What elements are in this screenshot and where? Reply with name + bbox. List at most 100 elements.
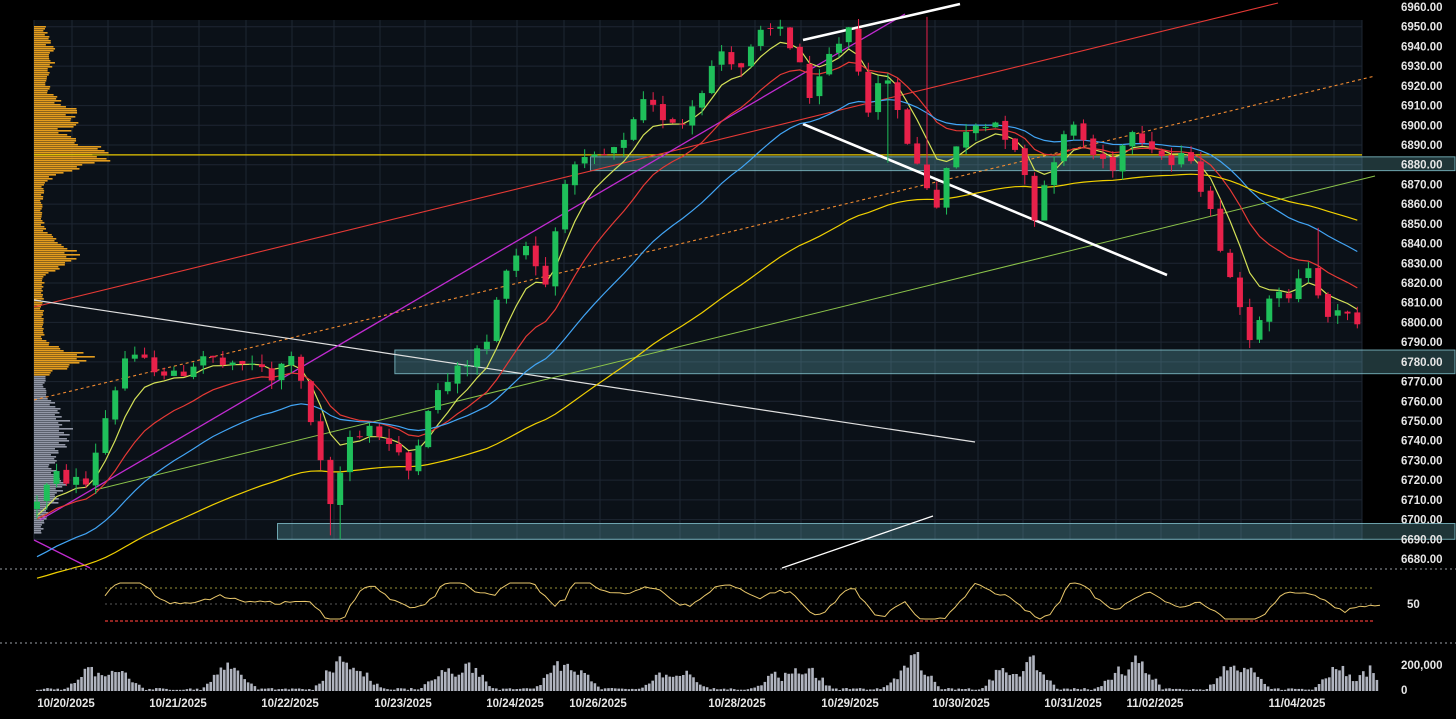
volume-profile-bar xyxy=(34,522,45,524)
volume-bar xyxy=(1195,689,1198,691)
volume-profile-bar xyxy=(34,252,65,254)
volume-bar xyxy=(671,676,675,691)
volume-bar xyxy=(430,680,433,691)
volume-bar xyxy=(882,687,886,691)
volume-profile-bar xyxy=(34,80,47,82)
volume-bar xyxy=(1304,689,1307,691)
volume-bar xyxy=(83,668,87,691)
volume-bar xyxy=(63,688,66,691)
volume-profile-bar xyxy=(34,36,50,38)
price-tick-label: 6840.00 xyxy=(1401,239,1443,251)
price-tick-label: 6720.00 xyxy=(1401,475,1443,487)
volume-profile-bar xyxy=(34,190,45,192)
volume-profile-bar xyxy=(34,226,45,228)
volume-bar xyxy=(335,661,338,691)
volume-bar xyxy=(178,689,182,691)
volume-bar xyxy=(362,676,365,691)
volume-profile-bar xyxy=(34,464,50,466)
candle-body xyxy=(1354,312,1361,325)
volume-bar xyxy=(1103,680,1107,691)
price-tick-label: 6860.00 xyxy=(1401,199,1443,211)
rsi-panel xyxy=(0,568,1456,644)
volume-bar xyxy=(1154,678,1158,691)
volume-profile-bar xyxy=(34,386,44,388)
volume-bar xyxy=(355,670,359,691)
volume-bar xyxy=(328,671,331,691)
candle-body xyxy=(611,147,618,154)
volume-profile-bar xyxy=(34,276,44,278)
volume-profile-bar xyxy=(34,334,45,336)
volume-bar xyxy=(971,689,974,691)
volume-profile-bar xyxy=(34,436,60,438)
volume-bar xyxy=(1317,684,1321,691)
volume-bar xyxy=(780,680,784,691)
candle-body xyxy=(1002,120,1009,140)
volume-bar xyxy=(539,685,542,691)
volume-profile-bar xyxy=(34,378,46,380)
volume-bar xyxy=(1256,676,1260,691)
volume-profile-bar xyxy=(34,222,45,224)
volume-bar xyxy=(1022,671,1025,691)
candle-body xyxy=(346,436,353,473)
volume-bar xyxy=(685,670,688,691)
volume-profile-bar xyxy=(34,450,59,452)
volume-bar xyxy=(423,684,427,691)
volume-bar xyxy=(1137,663,1141,691)
trendline-white-small xyxy=(781,515,934,569)
candle-body xyxy=(34,501,40,510)
volume-profile-bar xyxy=(34,168,80,170)
volume-profile-bar xyxy=(34,366,69,368)
volume-bar xyxy=(937,686,940,691)
volume-profile-bar xyxy=(34,196,44,198)
volume-bar xyxy=(348,669,352,691)
volume-profile-bar xyxy=(34,70,48,72)
volume-bar xyxy=(535,686,539,691)
volume-bar xyxy=(1297,688,1300,691)
candle-body xyxy=(307,381,314,423)
volume-bar xyxy=(1096,687,1100,691)
candle-body xyxy=(1188,152,1195,162)
volume-profile-bar xyxy=(34,388,46,390)
volume-bar xyxy=(389,689,393,691)
volume-profile-bar xyxy=(34,306,41,308)
candle-body xyxy=(1246,307,1253,341)
volume-bar xyxy=(1273,688,1277,691)
volume-bar xyxy=(1300,688,1304,691)
volume-bar xyxy=(1083,688,1086,691)
candle-body xyxy=(757,29,764,46)
volume-profile-bar xyxy=(34,310,44,312)
volume-profile-bar xyxy=(34,256,67,258)
candle-body xyxy=(1070,124,1077,136)
volume-bar xyxy=(1348,674,1351,691)
volume-profile-bar xyxy=(34,472,52,474)
volume-bar xyxy=(1056,688,1059,691)
volume-profile-bar xyxy=(34,364,70,366)
volume-profile-bar xyxy=(34,520,44,522)
price-tick-label: 6690.00 xyxy=(1401,534,1443,546)
volume-bar xyxy=(1168,688,1171,691)
volume-bar xyxy=(229,668,233,691)
volume-profile-bar xyxy=(34,292,42,294)
volume-bar xyxy=(529,688,532,691)
volume-bar xyxy=(1311,689,1314,691)
volume-bar xyxy=(260,688,263,691)
volume-bar xyxy=(981,688,984,691)
volume-bar xyxy=(804,673,807,691)
candle-body xyxy=(1119,145,1126,172)
volume-bar xyxy=(1093,688,1096,691)
candle-body xyxy=(288,356,295,366)
volume-bar xyxy=(1018,676,1022,691)
volume-profile-bar xyxy=(34,178,53,180)
volume-bar xyxy=(957,688,960,691)
candle-body xyxy=(376,426,383,437)
candle-body xyxy=(1236,277,1243,308)
volume-profile-bar xyxy=(34,508,48,510)
volume-profile-bar xyxy=(34,322,44,324)
volume-bar xyxy=(498,689,501,691)
volume-profile-bar xyxy=(34,416,62,418)
trendline-magenta xyxy=(39,13,906,521)
volume-profile-bar xyxy=(34,372,51,374)
candle-body xyxy=(1129,132,1136,147)
